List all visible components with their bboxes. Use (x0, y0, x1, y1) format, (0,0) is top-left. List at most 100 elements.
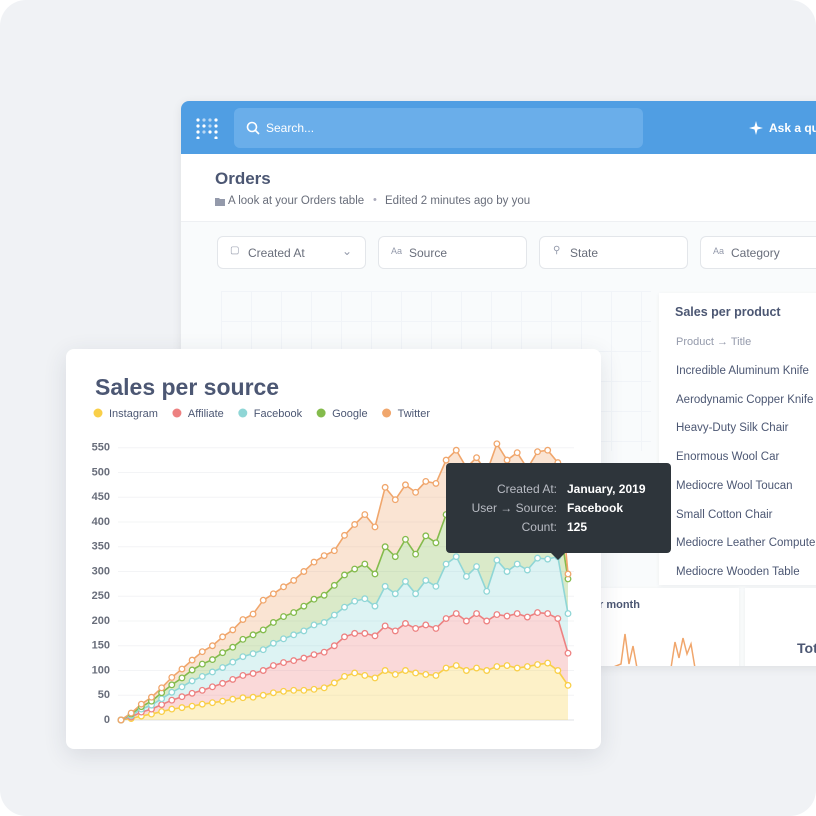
point (544, 555, 552, 563)
point (158, 708, 166, 716)
filter-label: Category (731, 246, 780, 260)
point (280, 583, 287, 591)
tooltip-value: Facebook (567, 501, 623, 515)
logo[interactable] (195, 117, 219, 139)
point (198, 686, 206, 694)
point (381, 582, 389, 590)
point (442, 615, 450, 622)
point (402, 535, 409, 543)
tooltip-arrow (551, 553, 565, 560)
ask-button[interactable]: Ask a que (769, 121, 816, 135)
point (259, 626, 267, 634)
point (127, 709, 135, 717)
point (391, 671, 399, 678)
point (452, 662, 460, 669)
point (432, 479, 440, 487)
product-row[interactable]: Mediocre Leather Compute (676, 537, 816, 550)
point (462, 617, 470, 625)
product-row[interactable]: Enormous Wool Car (676, 451, 780, 464)
point (158, 684, 166, 692)
point (391, 590, 399, 598)
point (178, 704, 186, 712)
point (402, 481, 409, 489)
point (503, 568, 511, 575)
point (249, 610, 257, 618)
search-placeholder: Search... (266, 121, 315, 135)
product-row[interactable]: Heavy-Duty Silk Chair (676, 422, 789, 435)
point (442, 456, 450, 464)
point (219, 664, 227, 671)
point (341, 571, 348, 579)
product-row[interactable]: Aerodynamic Copper Knife (676, 393, 814, 406)
product-row[interactable]: Small Cotton Chair (676, 508, 773, 521)
point (158, 695, 166, 703)
filter-icon: ▢ (230, 245, 240, 256)
legend-label: Google (332, 408, 367, 420)
point (381, 667, 389, 674)
point (290, 631, 298, 639)
point (391, 627, 399, 635)
product-row[interactable]: Incredible Aluminum Knife (676, 365, 809, 377)
y-tick-label: 250 (92, 590, 110, 602)
point (361, 511, 369, 519)
filter[interactable]: ⚲ State (539, 236, 688, 269)
filter[interactable]: ▢ Created At ⌄ (217, 236, 366, 269)
edited-info: Edited 2 minutes ago by you (385, 195, 531, 207)
point (341, 603, 348, 611)
filter[interactable]: Aa Category (700, 236, 816, 269)
point (249, 650, 257, 658)
tooltip-box (446, 463, 671, 553)
point (310, 558, 318, 566)
point (280, 635, 287, 643)
y-tick-label: 200 (92, 615, 110, 627)
point (239, 616, 247, 623)
point (300, 627, 308, 635)
point (229, 658, 237, 666)
point (188, 656, 196, 664)
point (381, 622, 389, 630)
y-tick-label: 450 (92, 491, 110, 503)
chart-card: r month (591, 588, 739, 666)
point (259, 667, 267, 674)
product-row[interactable]: Mediocre Wooden Table (676, 565, 800, 578)
filter[interactable]: Aa Source (378, 236, 527, 269)
point (219, 697, 227, 705)
y-tick-label: 300 (92, 565, 110, 577)
point (391, 496, 399, 504)
point (412, 669, 420, 677)
point (188, 677, 196, 685)
point (412, 590, 420, 598)
legend-label: Affiliate (188, 408, 224, 420)
point (117, 716, 125, 724)
point (229, 643, 237, 651)
point (371, 523, 379, 531)
point (290, 576, 298, 584)
point (320, 591, 328, 599)
point (300, 654, 308, 662)
legend-dot (172, 408, 182, 418)
point (412, 550, 420, 558)
point (564, 681, 572, 689)
point (208, 642, 216, 650)
product-row[interactable]: Mediocre Wool Toucan (676, 479, 793, 492)
point (310, 621, 318, 629)
column-header[interactable]: Product → Title (676, 336, 752, 348)
point (168, 673, 176, 681)
point (300, 568, 308, 575)
point (341, 531, 348, 539)
sparkle-icon (749, 121, 763, 135)
point (513, 449, 521, 457)
point (178, 674, 186, 682)
point (341, 633, 348, 641)
point (239, 672, 247, 679)
point (462, 667, 470, 674)
point (361, 560, 369, 568)
point (381, 543, 389, 551)
point (269, 689, 277, 697)
legend-dot (238, 408, 248, 418)
search-box[interactable]: Search... (234, 108, 643, 148)
tooltip: Created At: January, 2019 User → Source: Fa… (446, 463, 671, 560)
point (473, 454, 481, 462)
point (493, 556, 501, 564)
